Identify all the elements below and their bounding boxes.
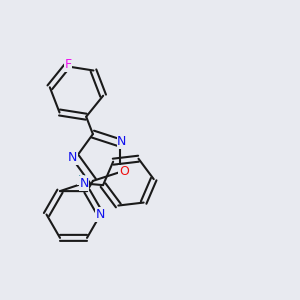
Text: H: H: [78, 175, 86, 185]
Text: F: F: [65, 58, 72, 71]
Text: N: N: [79, 177, 89, 190]
Text: N: N: [68, 151, 78, 164]
Text: N: N: [96, 208, 105, 221]
Text: O: O: [119, 166, 129, 178]
Text: N: N: [117, 135, 127, 148]
